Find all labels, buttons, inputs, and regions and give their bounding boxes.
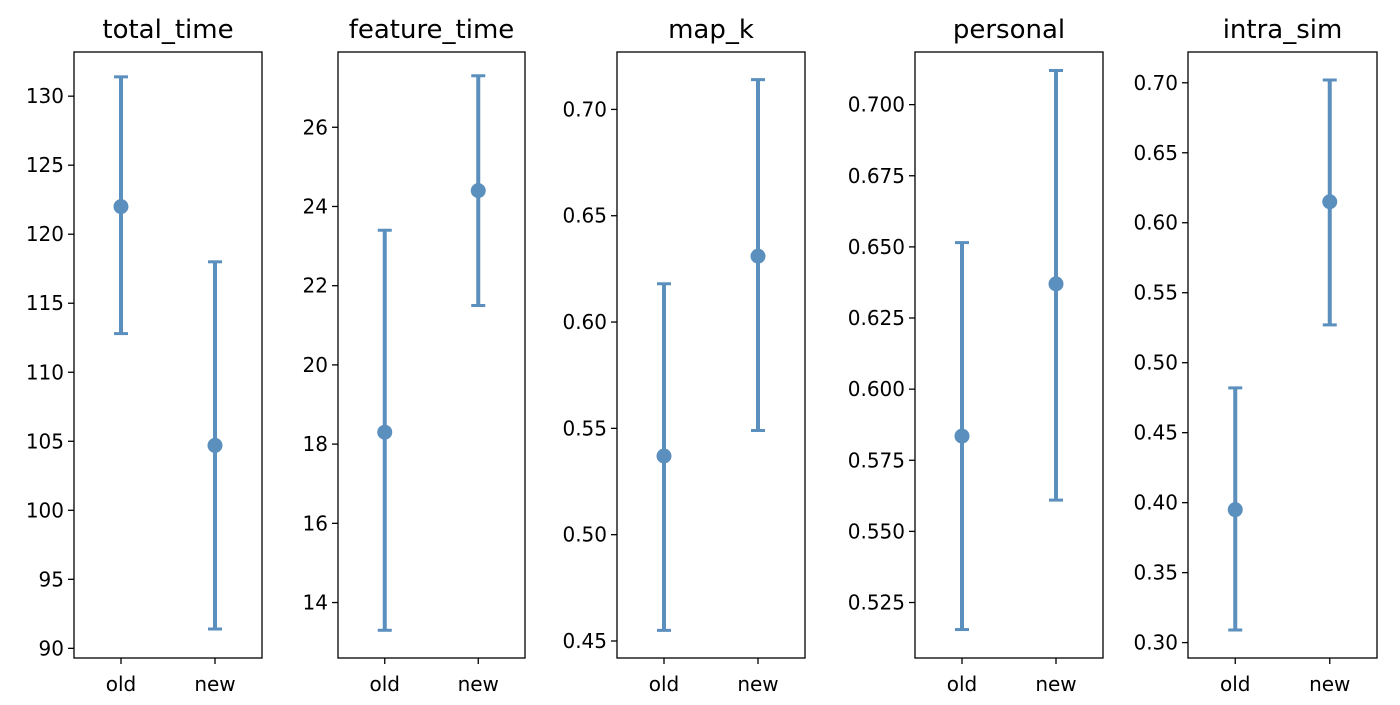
plot-frame [914, 51, 1104, 659]
plot-frame [616, 51, 806, 659]
y-tick-label: 0.70 [562, 97, 607, 121]
y-tick-label: 90 [39, 636, 64, 660]
mean-point [1048, 276, 1064, 292]
y-tick-label: 0.45 [562, 629, 607, 653]
x-tick-label: old [370, 672, 401, 696]
y-tick-label: 0.700 [848, 93, 905, 117]
y-tick-label: 0.50 [1133, 351, 1178, 375]
panel-intra_sim: intra_sim 0.30 0.35 0.40 0.45 0.50 0.55 0.60 0.6… [1133, 15, 1378, 696]
panel-feature_time: feature_time 14 16 18 20 22 24 26 old new [303, 15, 526, 696]
y-tick-label: 0.60 [1133, 211, 1178, 235]
x-tick-label: old [1220, 672, 1251, 696]
mean-point [1227, 502, 1243, 518]
y-tick-label: 125 [26, 153, 64, 177]
y-tick-label: 0.675 [848, 164, 905, 188]
errorbar-old [954, 241, 970, 632]
mean-point [954, 428, 970, 444]
y-tick-label: 0.600 [848, 377, 905, 401]
plot-frame [337, 51, 526, 659]
x-tick-label: new [1035, 672, 1076, 696]
y-tick-label: 95 [39, 567, 64, 591]
y-tick-label: 0.65 [562, 204, 607, 228]
panel-total_time: total_time 90 95 100 105 110 115 120 125 130 old ne… [26, 15, 263, 696]
x-tick-label: old [106, 672, 137, 696]
y-tick-label: 0.55 [562, 416, 607, 440]
y-tick-label: 20 [303, 353, 328, 377]
y-tick-label: 0.40 [1133, 491, 1178, 515]
errorbar-old [113, 75, 129, 336]
y-tick-label: 24 [303, 194, 328, 218]
y-tick-label: 26 [303, 115, 328, 139]
y-tick-label: 110 [26, 360, 64, 384]
y-tick-label: 0.70 [1133, 71, 1178, 95]
errorbar-old [656, 282, 672, 632]
y-tick-label: 115 [26, 291, 64, 315]
x-tick-label: new [737, 672, 778, 696]
x-tick-label: new [458, 672, 499, 696]
x-tick-label: new [194, 672, 235, 696]
mean-point [750, 248, 766, 264]
plot-frame [73, 51, 263, 659]
y-tick-label: 100 [26, 498, 64, 522]
mean-point [1322, 194, 1338, 210]
panel-personal: personal 0.525 0.550 0.575 0.600 0.625 0.650 0.… [848, 15, 1104, 696]
chart-title: personal [953, 15, 1065, 45]
chart-title: intra_sim [1223, 15, 1343, 45]
errorbar-new [1048, 68, 1064, 502]
y-tick-label: 0.30 [1133, 631, 1178, 655]
plot-frame [1187, 51, 1378, 659]
mean-point [470, 183, 486, 199]
errorbar-old [377, 228, 393, 632]
y-tick-label: 0.625 [848, 306, 905, 330]
chart-title: feature_time [349, 15, 515, 45]
y-tick-label: 0.65 [1133, 141, 1178, 165]
y-tick-label: 0.525 [848, 591, 905, 615]
panel-map_k: map_k 0.45 0.50 0.55 0.60 0.65 0.70 old new [562, 15, 806, 696]
y-tick-label: 130 [26, 84, 64, 108]
y-tick-label: 0.60 [562, 310, 607, 334]
y-tick-label: 14 [303, 591, 328, 615]
y-tick-label: 18 [303, 432, 328, 456]
y-tick-label: 22 [303, 274, 328, 298]
y-tick-label: 120 [26, 222, 64, 246]
mean-point [656, 448, 672, 464]
x-tick-label: old [649, 672, 680, 696]
y-tick-label: 0.35 [1133, 561, 1178, 585]
y-tick-label: 0.550 [848, 519, 905, 543]
y-tick-label: 16 [303, 511, 328, 535]
chart-title: map_k [668, 15, 754, 45]
mean-point [377, 424, 393, 440]
mean-point [113, 199, 129, 215]
errorbar-new [1322, 78, 1338, 327]
errorbar-old [1227, 386, 1243, 632]
y-tick-label: 0.650 [848, 235, 905, 259]
errorbar-new [207, 260, 223, 631]
y-tick-label: 0.45 [1133, 421, 1178, 445]
y-tick-label: 0.55 [1133, 281, 1178, 305]
chart-title: total_time [102, 15, 233, 45]
y-tick-label: 0.50 [562, 523, 607, 547]
y-tick-label: 105 [26, 429, 64, 453]
x-tick-label: old [947, 672, 978, 696]
errorbar-new [750, 78, 766, 432]
errorbar-new [470, 74, 486, 307]
x-tick-label: new [1309, 672, 1350, 696]
mean-point [207, 437, 223, 453]
y-tick-label: 0.575 [848, 448, 905, 472]
